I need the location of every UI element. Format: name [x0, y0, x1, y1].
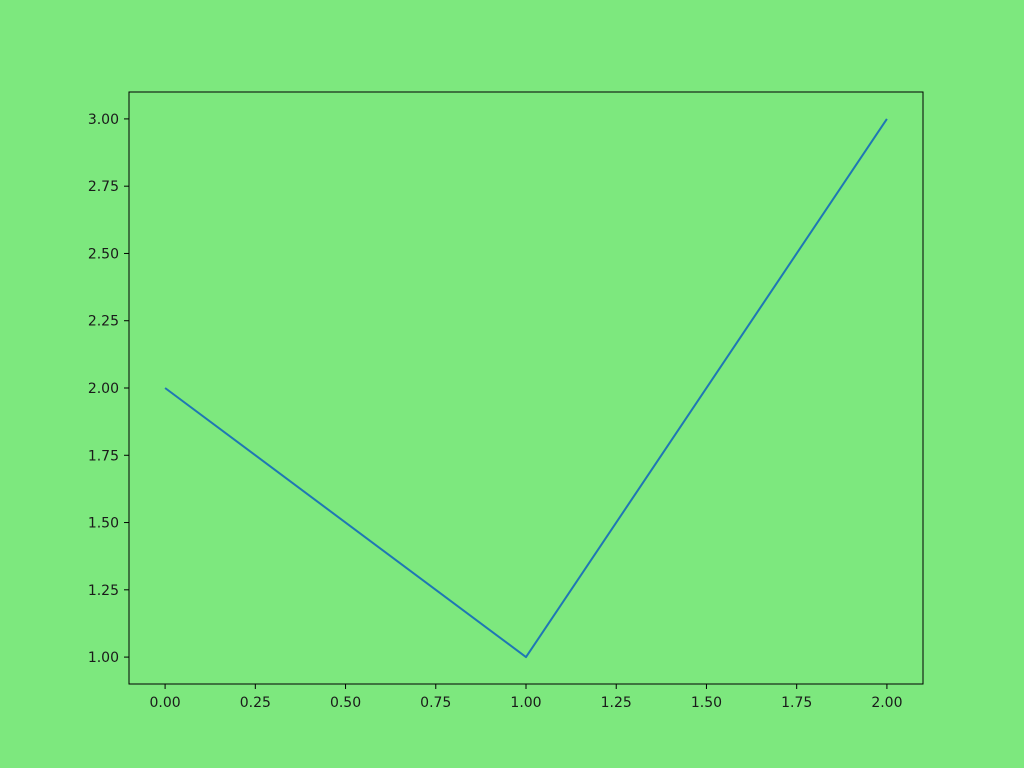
y-tick-label: 1.50 — [88, 516, 119, 532]
x-tick-label: 0.75 — [420, 695, 451, 711]
y-tick-label: 2.75 — [88, 179, 119, 195]
y-tick-label: 2.25 — [88, 314, 119, 330]
y-tick-label: 1.00 — [88, 650, 119, 666]
y-tick-label: 2.00 — [88, 381, 119, 397]
x-tick-label: 2.00 — [871, 695, 902, 711]
data-line — [164, 118, 888, 659]
x-tick-label: 1.75 — [781, 695, 812, 711]
y-tick-label: 1.75 — [88, 448, 119, 464]
x-tick-label: 0.50 — [330, 695, 361, 711]
x-tick-label: 1.50 — [691, 695, 722, 711]
y-tick-label: 1.25 — [88, 583, 119, 599]
y-tick-label: 3.00 — [88, 112, 119, 128]
x-tick-label: 1.25 — [601, 695, 632, 711]
plot-area — [128, 91, 924, 685]
y-tick-label: 2.50 — [88, 246, 119, 262]
x-tick-label: 1.00 — [510, 695, 541, 711]
x-tick-label: 0.00 — [150, 695, 181, 711]
x-tick-label: 0.25 — [240, 695, 271, 711]
